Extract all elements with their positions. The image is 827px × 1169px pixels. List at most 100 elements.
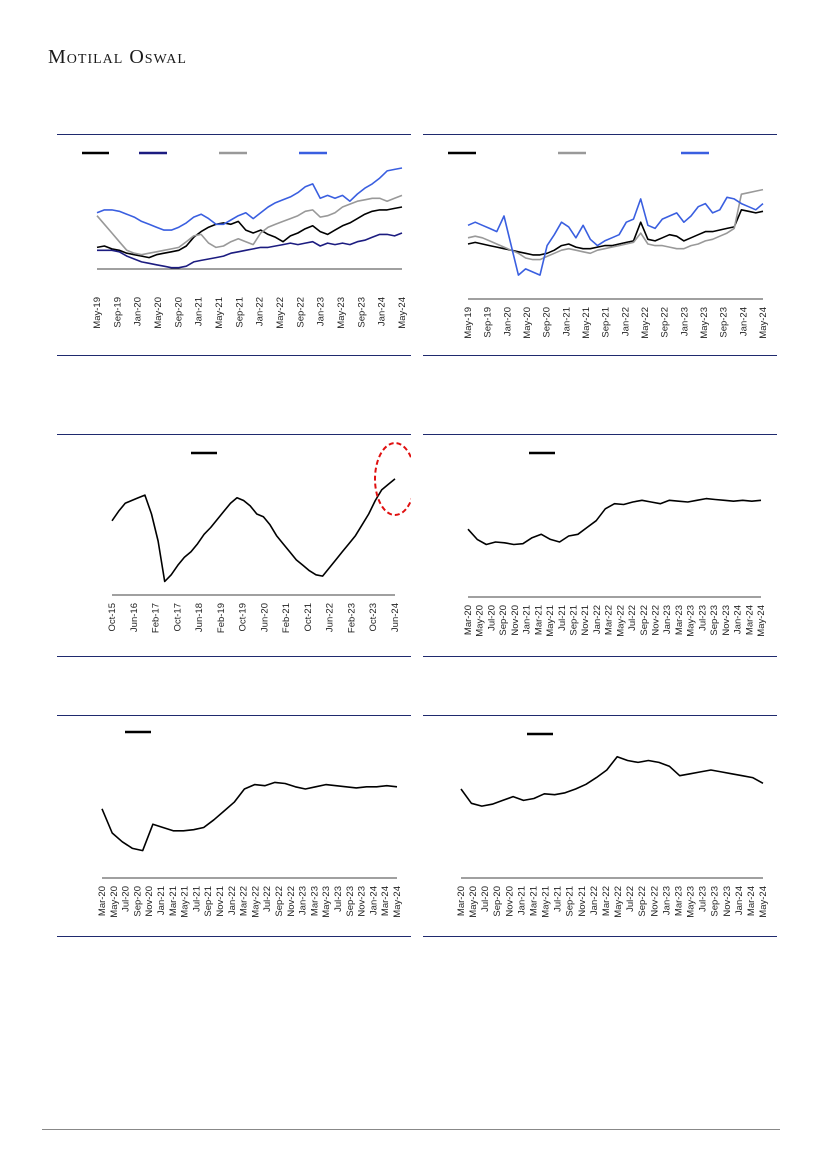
x-tick-label: Sep-21 — [569, 605, 580, 636]
x-tick-label: Sep-23 — [709, 605, 720, 636]
x-tick-label: Sep-19 — [483, 307, 494, 338]
x-tick-label: Jun-22 — [325, 603, 336, 632]
x-tick-label: May-20 — [475, 605, 486, 637]
x-tick-label: Mar-23 — [674, 605, 685, 635]
series-line-1 — [467, 209, 764, 256]
x-tick-label: Jan-23 — [298, 886, 309, 915]
series-line-2 — [97, 232, 403, 269]
x-tick-label: Jan-22 — [620, 307, 631, 336]
x-tick-label: Sep-19 — [112, 297, 123, 328]
x-tick-label: Sep-20 — [542, 307, 553, 338]
x-tick-label: Sep-21 — [234, 297, 245, 328]
x-tick-label: Jan-21 — [516, 886, 527, 915]
chart-panel-6: Mar-20 May-20 Jul-20 Sep-20 Nov-20 Jan-21 Mar-… — [423, 716, 777, 936]
x-tick-label: May-22 — [615, 605, 626, 637]
x-tick-label: May-24 — [758, 307, 769, 339]
x-tick-label: Nov-21 — [580, 605, 591, 636]
panel-1-bottom-rule — [57, 355, 411, 356]
x-tick-label: May-23 — [686, 886, 697, 918]
x-tick-label: Jan-23 — [316, 297, 327, 326]
series-line-1 — [467, 497, 762, 546]
panel-6-bottom-rule — [423, 936, 777, 937]
panel-5-top-rule — [57, 715, 411, 716]
x-tick-label: Jul-20 — [121, 886, 132, 912]
x-tick-label: May-23 — [336, 297, 347, 329]
x-tick-label: Sep-21 — [203, 886, 214, 917]
x-tick-label: Nov-22 — [651, 605, 662, 636]
x-tick-label: Jan-24 — [733, 605, 744, 634]
series-line-1 — [111, 478, 396, 583]
x-tick-label: Mar-22 — [604, 605, 615, 635]
x-tick-label: May-21 — [180, 886, 191, 918]
x-tick-label: Jul-20 — [486, 605, 497, 631]
series-line-1 — [460, 755, 764, 807]
x-tick-label: Jan-24 — [368, 886, 379, 915]
x-tick-label: Sep-22 — [274, 886, 285, 917]
x-tick-label: Jan-21 — [561, 307, 572, 336]
x-tick-label: May-23 — [686, 605, 697, 637]
x-tick-label: Feb-19 — [216, 603, 227, 633]
x-tick-label: Sep-20 — [498, 605, 509, 636]
x-tick-label: Mar-20 — [456, 886, 467, 916]
x-tick-label: May-22 — [640, 307, 651, 339]
x-tick-label: Oct-21 — [303, 603, 314, 632]
chart-panel-1: May-19 Sep-19 Jan-20 May-20 Sep-20 Jan-21 May-… — [57, 135, 411, 355]
x-tick-label: Nov-23 — [722, 886, 733, 917]
x-tick-label: Jul-21 — [191, 886, 202, 912]
x-tick-label: May-20 — [522, 307, 533, 339]
x-tick-label: May-20 — [153, 297, 164, 329]
x-tick-label: Feb-23 — [347, 603, 358, 633]
x-tick-label: Jul-23 — [697, 605, 708, 631]
chart-panel-5: Mar-20 May-20 Jul-20 Sep-20 Nov-20 Jan-21 Mar-… — [57, 716, 411, 936]
x-tick-label: Mar-24 — [746, 886, 757, 916]
x-tick-label: Jul-22 — [262, 886, 273, 912]
x-tick-label: May-22 — [275, 297, 286, 329]
x-tick-label: Jul-20 — [480, 886, 491, 912]
panel-4-bottom-rule — [423, 656, 777, 657]
x-tick-label: Jan-23 — [661, 886, 672, 915]
x-tick-label: Mar-23 — [673, 886, 684, 916]
chart-panel-2: May-19 Sep-19 Jan-20 May-20 Sep-20 Jan-21 May-… — [423, 135, 777, 355]
panel-4-top-rule — [423, 434, 777, 435]
panel-3-top-rule — [57, 434, 411, 435]
x-tick-label: Sep-20 — [173, 297, 184, 328]
series-line-1 — [96, 206, 403, 259]
footer-rule — [42, 1129, 780, 1130]
x-tick-label: Nov-20 — [504, 886, 515, 917]
x-tick-label: Sep-22 — [660, 307, 671, 338]
x-tick-label: Oct-17 — [172, 603, 183, 632]
x-tick-label: Nov-22 — [286, 886, 297, 917]
series-line-4 — [96, 167, 403, 231]
x-tick-label: May-21 — [214, 297, 225, 329]
x-tick-label: Sep-23 — [356, 297, 367, 328]
x-tick-label: Jan-21 — [194, 297, 205, 326]
x-tick-label: Jan-24 — [738, 307, 749, 336]
x-tick-label: Nov-23 — [357, 886, 368, 917]
series-line-3 — [467, 196, 764, 276]
series-line-2 — [467, 188, 764, 261]
x-tick-label: Jan-23 — [679, 307, 690, 336]
x-tick-label: Nov-23 — [721, 605, 732, 636]
chart-5: Mar-20 May-20 Jul-20 Sep-20 Nov-20 Jan-21 Mar-… — [97, 730, 403, 918]
x-tick-label: Mar-21 — [529, 886, 540, 916]
x-tick-label: May-21 — [581, 307, 592, 339]
x-tick-label: Mar-20 — [97, 886, 108, 916]
x-tick-label: Jun-24 — [390, 603, 401, 632]
x-tick-label: Jul-23 — [333, 886, 344, 912]
x-tick-label: Oct-19 — [238, 603, 249, 632]
x-tick-label: May-19 — [92, 297, 103, 329]
x-tick-label: Mar-22 — [239, 886, 250, 916]
x-tick-label: May-24 — [392, 886, 403, 918]
panel-3-bottom-rule — [57, 656, 411, 657]
x-tick-label: May-22 — [613, 886, 624, 918]
x-tick-label: Jan-22 — [227, 886, 238, 915]
highlight-ellipse — [374, 442, 411, 516]
x-tick-label: May-21 — [541, 886, 552, 918]
x-tick-label: Jul-21 — [553, 886, 564, 912]
x-tick-label: Mar-21 — [533, 605, 544, 635]
x-tick-label: Jul-22 — [627, 605, 638, 631]
x-tick-label: Jan-22 — [589, 886, 600, 915]
x-tick-label: Sep-20 — [132, 886, 143, 917]
x-tick-label: Sep-21 — [601, 307, 612, 338]
x-tick-label: Jan-24 — [377, 297, 388, 326]
